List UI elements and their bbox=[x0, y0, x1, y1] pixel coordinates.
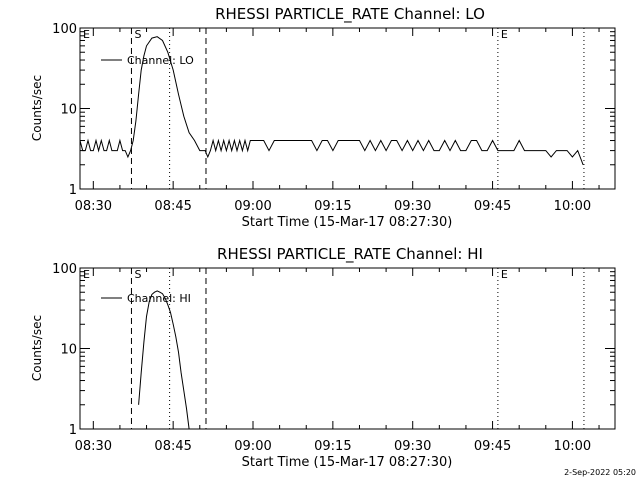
x-tick-label-lo: 08:45 bbox=[154, 199, 191, 214]
series-hi bbox=[138, 290, 190, 430]
x-tick-label-lo: 09:00 bbox=[234, 199, 271, 214]
y-tick-label-hi: 10 bbox=[60, 343, 77, 358]
x-axis-label-lo: Start Time (15-Mar-17 08:27:30) bbox=[242, 215, 453, 230]
footer-date: 2-Sep-2022 05:20 bbox=[564, 468, 636, 477]
series-line-hi bbox=[138, 290, 190, 430]
x-tick-label-hi: 10:00 bbox=[554, 439, 591, 454]
panel-hi: RHESSI PARTICLE_RATE Channel: HI Counts/… bbox=[30, 245, 616, 470]
x-tick-label-hi: 09:15 bbox=[314, 439, 351, 454]
x-tick-label-hi: 09:00 bbox=[234, 439, 271, 454]
y-axis-label-hi: Counts/sec bbox=[30, 315, 44, 381]
marker-label-hi: S bbox=[134, 268, 141, 281]
plot-frame-lo bbox=[79, 27, 616, 190]
series-line-lo bbox=[79, 36, 584, 165]
x-tick-label-lo: 08:30 bbox=[75, 199, 112, 214]
marker-label-hi: E bbox=[83, 268, 90, 281]
x-tick-label-hi: 09:30 bbox=[394, 439, 431, 454]
legend-lo: Channel: LO bbox=[101, 54, 194, 67]
marker-label-lo: E bbox=[501, 28, 508, 41]
legend-label-lo: Channel: LO bbox=[127, 54, 194, 67]
marker-label-lo: E bbox=[83, 28, 90, 41]
y-tick-label-lo: 1 bbox=[69, 183, 77, 198]
marker-label-hi: E bbox=[501, 268, 508, 281]
x-tick-label-lo: 10:00 bbox=[554, 199, 591, 214]
chart-title-hi: RHESSI PARTICLE_RATE Channel: HI bbox=[217, 245, 483, 264]
axes-lo: 1 10 100 08:30 08:45 09:00 09:15 09:30 09:45 10:0… bbox=[52, 22, 615, 214]
x-tick-label-hi: 08:45 bbox=[154, 439, 191, 454]
axes-hi: 1 10 100 08:30 08:45 09:00 09:15 09:30 09:45 10:0… bbox=[52, 262, 615, 454]
panel-lo: RHESSI PARTICLE_RATE Channel: LO Counts/… bbox=[30, 5, 616, 230]
series-lo bbox=[79, 36, 584, 165]
x-tick-label-lo: 09:15 bbox=[314, 199, 351, 214]
y-tick-label-lo: 10 bbox=[60, 103, 77, 118]
marker-label-lo: S bbox=[134, 28, 141, 41]
x-axis-label-hi: Start Time (15-Mar-17 08:27:30) bbox=[242, 455, 453, 470]
y-tick-label-hi: 100 bbox=[52, 262, 77, 277]
y-tick-label-hi: 1 bbox=[69, 423, 77, 438]
y-tick-label-lo: 100 bbox=[52, 22, 77, 37]
x-tick-label-lo: 09:30 bbox=[394, 199, 431, 214]
x-tick-label-hi: 08:30 bbox=[75, 439, 112, 454]
x-tick-label-lo: 09:45 bbox=[474, 199, 511, 214]
y-axis-label-lo: Counts/sec bbox=[30, 75, 44, 141]
x-tick-label-hi: 09:45 bbox=[474, 439, 511, 454]
chart-title-lo: RHESSI PARTICLE_RATE Channel: LO bbox=[215, 5, 485, 24]
legend-label-hi: Channel: HI bbox=[127, 292, 191, 305]
legend-hi: Channel: HI bbox=[101, 292, 191, 305]
